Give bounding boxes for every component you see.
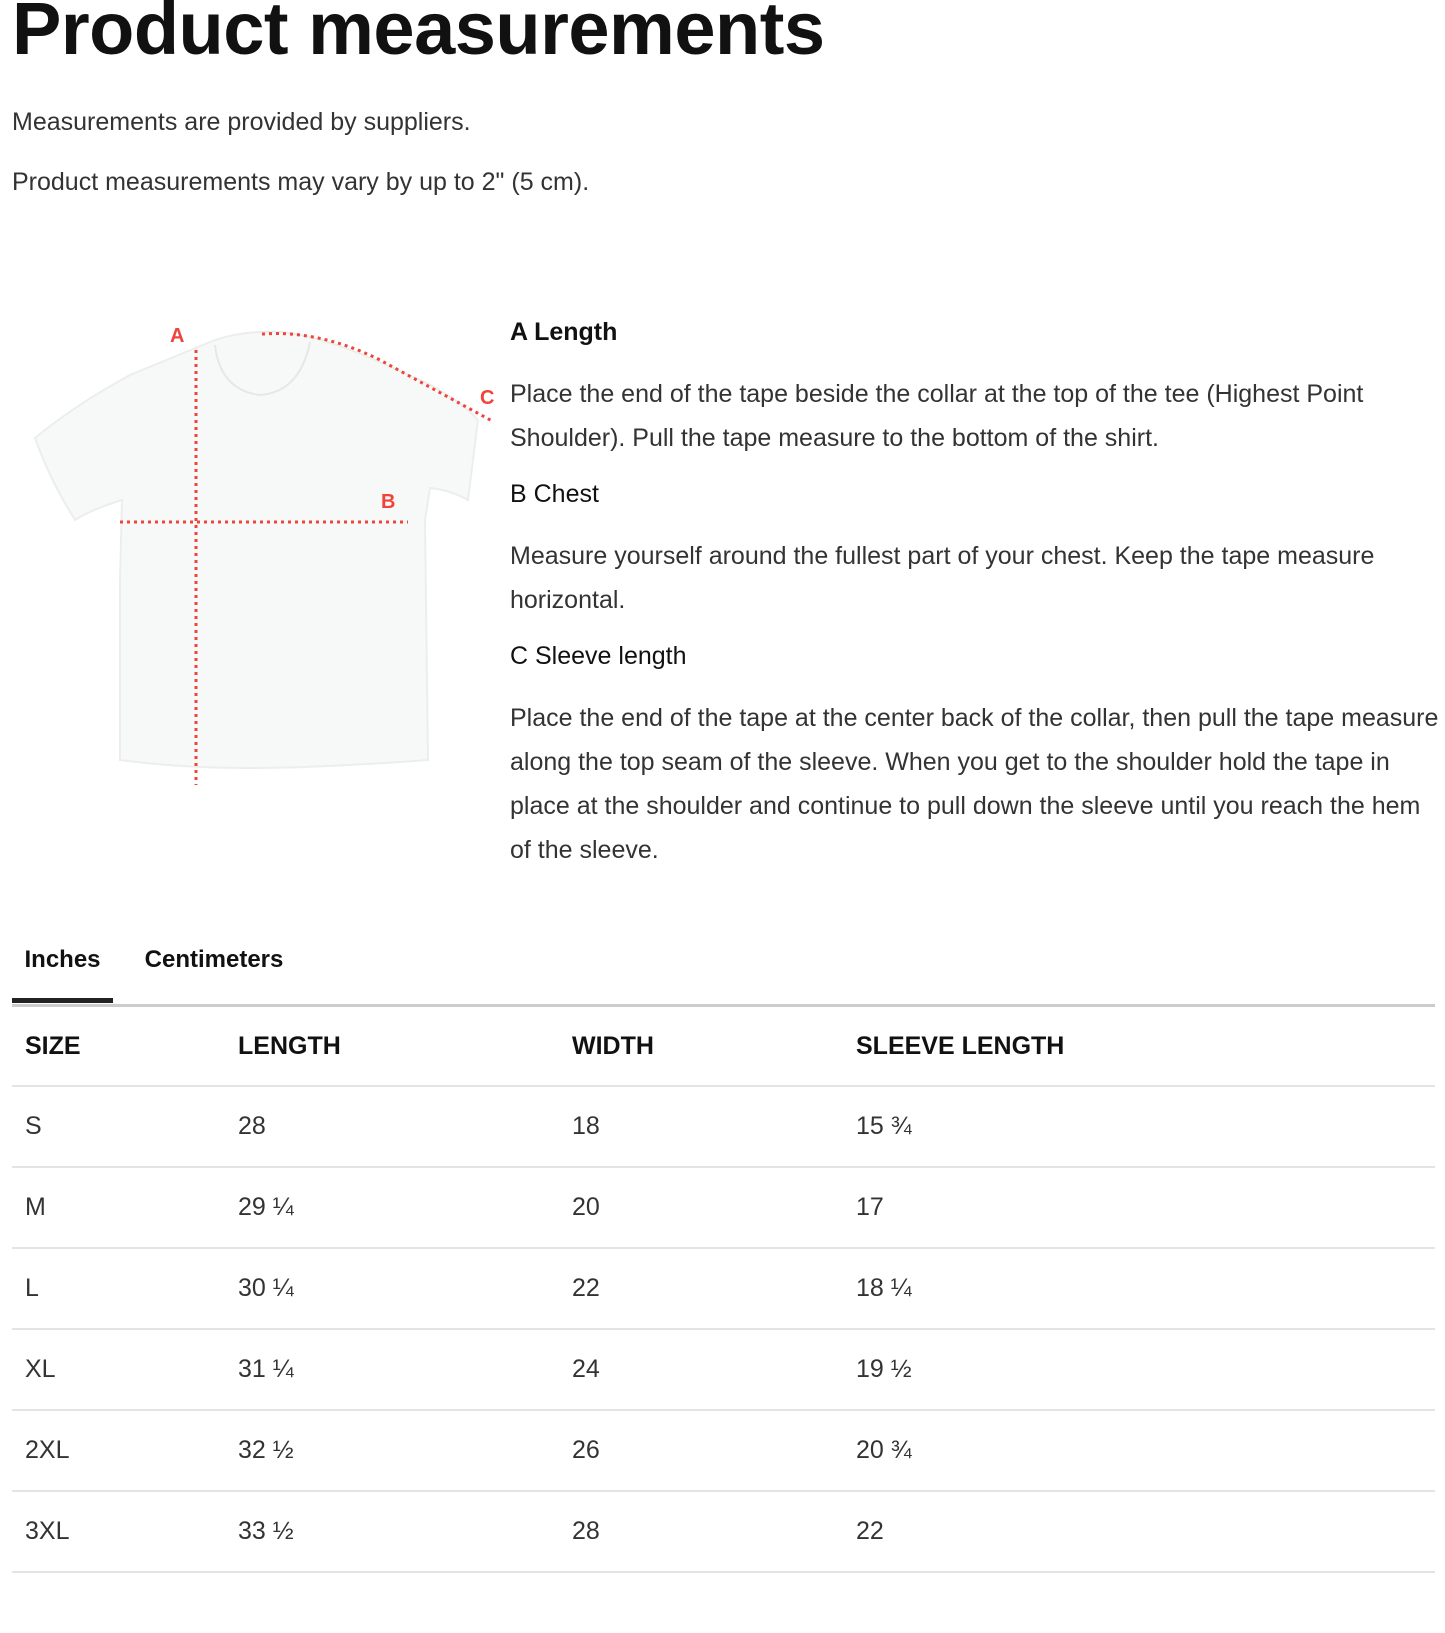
cell-size: S: [12, 1085, 225, 1167]
cell-size: 2XL: [12, 1409, 225, 1491]
cell-length: 31 ¼: [225, 1328, 559, 1410]
cell-length: 29 ¼: [225, 1166, 559, 1248]
cell-size: 3XL: [12, 1490, 225, 1573]
tab-centimeters[interactable]: Centimeters: [144, 946, 284, 973]
cell-length: 28: [225, 1085, 559, 1167]
collar: [214, 341, 311, 397]
chest-title: B Chest: [510, 480, 599, 508]
cell-sleeve-length: 18 ¼: [843, 1247, 1435, 1329]
table-row: L 30 ¼ 22 18 ¼: [12, 1247, 1435, 1329]
label-c: C: [480, 387, 494, 409]
cell-length: 33 ½: [225, 1490, 559, 1573]
cell-length: 30 ¼: [225, 1247, 559, 1329]
size-table: SIZE LENGTH WIDTH SLEEVE LENGTH S 28 18 15 …: [12, 1007, 1435, 1573]
cell-sleeve-length: 15 ¾: [843, 1085, 1435, 1167]
tshirt-shape: [33, 330, 480, 770]
unit-tabs: Inches Centimeters: [12, 930, 1435, 1007]
variance-note: Product measurements may vary by up to 2…: [12, 168, 590, 196]
table-row: S 28 18 15 ¾: [12, 1085, 1435, 1167]
page-title: Product measurements: [12, 0, 825, 70]
cell-sleeve-length: 19 ½: [843, 1328, 1435, 1410]
table-row: XL 31 ¼ 24 19 ½: [12, 1328, 1435, 1410]
cell-sleeve-length: 20 ¾: [843, 1409, 1435, 1491]
cell-size: L: [12, 1247, 225, 1329]
sleeve-description: Place the end of the tape at the center …: [510, 704, 1439, 864]
cell-length: 32 ½: [225, 1409, 559, 1491]
sleeve-title: C Sleeve length: [510, 642, 687, 670]
header-sleeve-length: SLEEVE LENGTH: [856, 1031, 1065, 1060]
cell-width: 22: [559, 1247, 843, 1329]
label-b: B: [381, 491, 395, 513]
cell-size: XL: [12, 1328, 225, 1410]
supplier-note: Measurements are provided by suppliers.: [12, 108, 471, 136]
chest-description: Measure yourself around the fullest part…: [510, 542, 1375, 614]
cell-width: 20: [559, 1166, 843, 1248]
cell-sleeve-length: 22: [843, 1490, 1435, 1573]
tshirt-measurement-diagram: A B C: [33, 325, 495, 785]
table-row: 3XL 33 ½ 28 22: [12, 1490, 1435, 1573]
cell-width: 24: [559, 1328, 843, 1410]
header-width: WIDTH: [572, 1031, 654, 1060]
header-length: LENGTH: [238, 1031, 341, 1060]
table-row: 2XL 32 ½ 26 20 ¾: [12, 1409, 1435, 1491]
table-row: M 29 ¼ 20 17: [12, 1166, 1435, 1248]
label-a: A: [170, 325, 184, 347]
cell-size: M: [12, 1166, 225, 1248]
sleeve-line-c: [261, 332, 495, 424]
measurement-descriptions: A Length Place the end of the tape besid…: [510, 312, 1440, 886]
header-size: SIZE: [25, 1031, 81, 1060]
cell-width: 28: [559, 1490, 843, 1573]
tab-inches[interactable]: Inches: [12, 930, 113, 1003]
cell-width: 18: [559, 1085, 843, 1167]
cell-width: 26: [559, 1409, 843, 1491]
length-description: Place the end of the tape beside the col…: [510, 380, 1364, 452]
table-header-row: SIZE LENGTH WIDTH SLEEVE LENGTH: [12, 1007, 1435, 1086]
cell-sleeve-length: 17: [843, 1166, 1435, 1248]
length-title: A Length: [510, 318, 618, 346]
